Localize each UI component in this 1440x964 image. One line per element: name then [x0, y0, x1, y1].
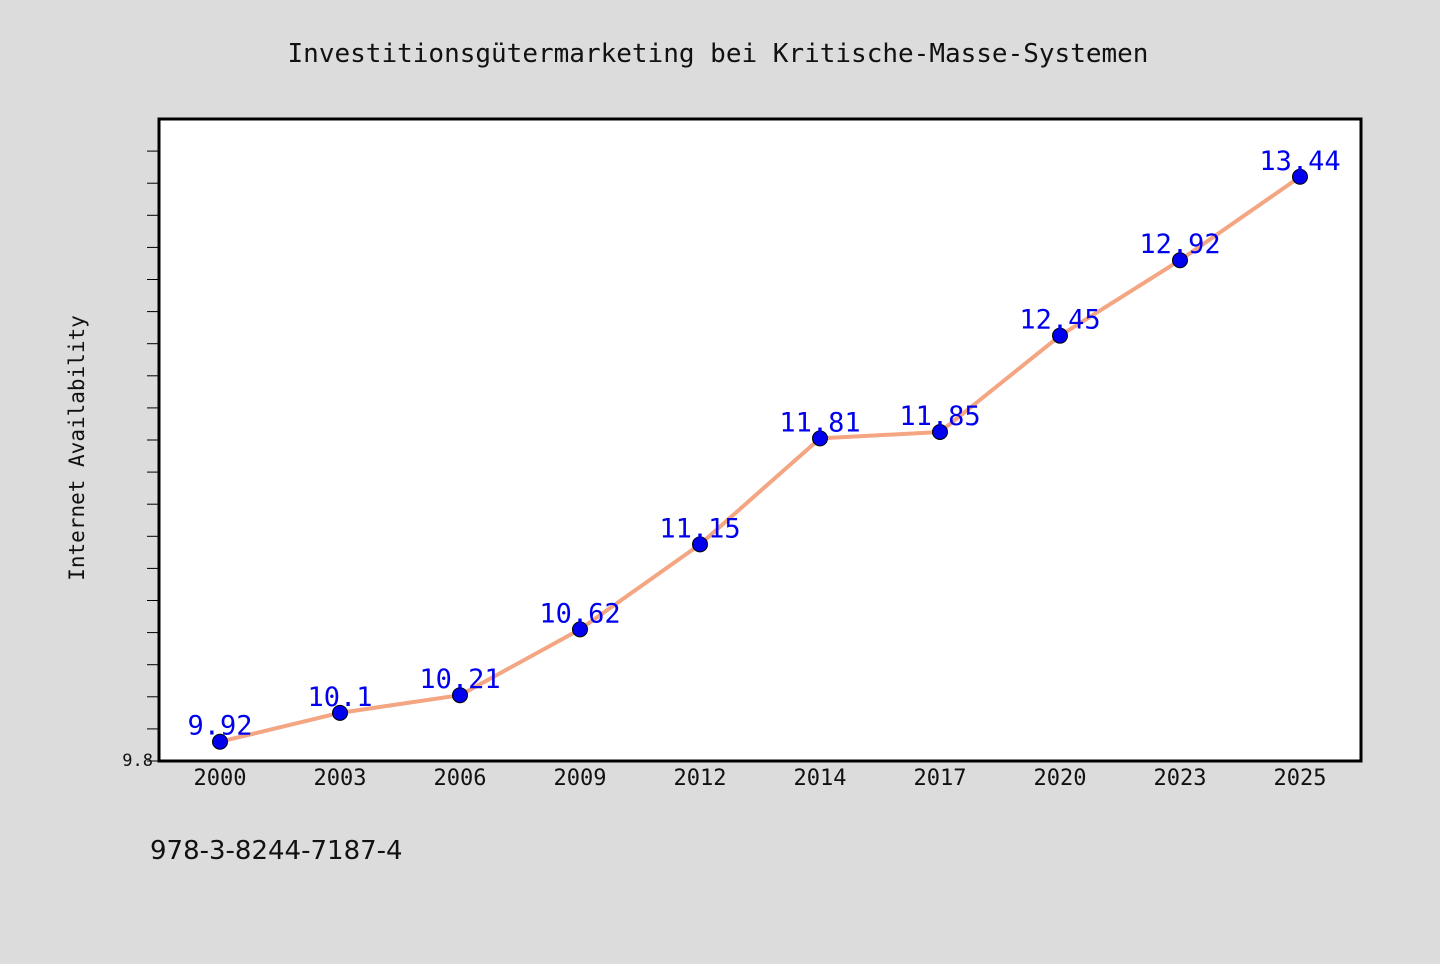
x-tick-label: 2023 [1154, 766, 1207, 791]
data-label: 9.92 [187, 711, 252, 742]
data-point [452, 687, 468, 704]
x-axis-ticks: 2000 2003 2006 2009 2012 2014 2017 2020 2023 2025 [194, 766, 1327, 791]
data-point [1052, 327, 1068, 344]
data-label: 10.21 [419, 664, 500, 695]
x-tick-label: 2020 [1034, 766, 1087, 791]
plot-area [157, 117, 1363, 763]
isbn-footer: 978-3-8244-7187-4 [150, 836, 403, 866]
data-label: 10.1 [307, 682, 372, 713]
data-point [812, 430, 828, 447]
data-label: 10.62 [539, 598, 620, 629]
x-tick-label: 2017 [914, 766, 967, 791]
x-tick-label: 2012 [674, 766, 727, 791]
data-label: 12.92 [1139, 229, 1220, 260]
x-tick-label: 2014 [794, 766, 847, 791]
y-axis-label: Internet Availability [65, 315, 89, 581]
data-label: 12.45 [1019, 305, 1100, 336]
x-tick-label: 2006 [434, 766, 487, 791]
data-label: 13.44 [1259, 146, 1340, 177]
data-point [692, 536, 708, 553]
data-label: 11.15 [659, 513, 740, 544]
chart-title: Investitionsgütermarketing bei Kritische… [288, 39, 1149, 69]
series-layer: 9.92 10.1 10.21 10.62 11.15 11.81 11.85 12.45 12… [187, 146, 1341, 750]
data-point [332, 704, 348, 721]
data-point [1292, 168, 1308, 185]
x-tick-label: 2025 [1274, 766, 1327, 791]
series-line [219, 175, 1302, 744]
y-axis-ticks: 9.8 [122, 150, 159, 771]
data-label: 11.85 [899, 401, 980, 432]
data-point [572, 621, 588, 638]
x-tick-label: 2000 [194, 766, 247, 791]
data-point [212, 733, 228, 750]
data-label: 11.81 [779, 407, 860, 438]
y-tick-label: 9.8 [122, 751, 153, 771]
x-tick-label: 2003 [314, 766, 367, 791]
data-point [1172, 252, 1188, 269]
data-point [932, 423, 948, 440]
x-tick-label: 2009 [554, 766, 607, 791]
